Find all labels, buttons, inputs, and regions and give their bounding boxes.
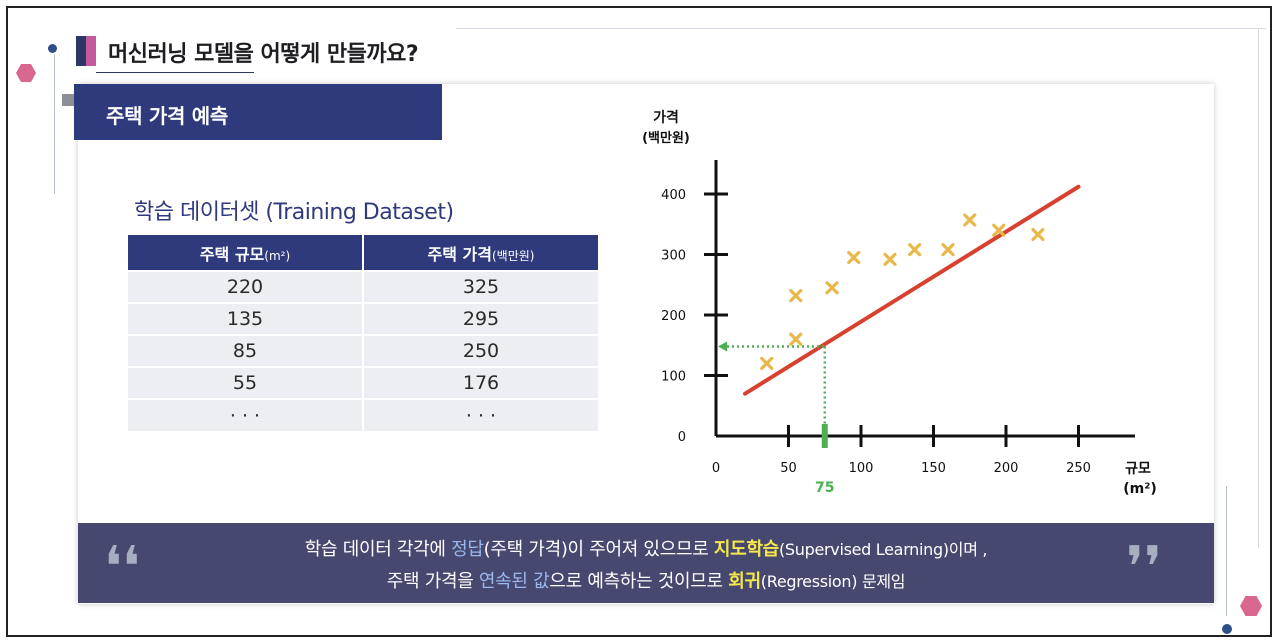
data-point [1031, 227, 1045, 242]
data-point [963, 213, 977, 227]
prediction-x-marker [821, 424, 828, 448]
table-row: · · · · · · [128, 398, 598, 431]
data-point [908, 243, 922, 257]
title-marker [76, 36, 96, 66]
decor-line-left [54, 54, 55, 194]
x-tick-label: 250 [1066, 461, 1091, 476]
y-tick-label: 0 [678, 430, 686, 445]
prediction-arrowhead [718, 341, 727, 352]
data-point [847, 250, 861, 265]
decor-dot [1222, 624, 1232, 634]
column-header-price: 주택 가격(백만원) [363, 235, 598, 271]
table-cell: 250 [363, 334, 598, 367]
table-row: 85 250 [128, 334, 598, 367]
column-header-size: 주택 규모(m²) [128, 235, 364, 271]
decor-dot [48, 44, 57, 53]
scatter-chart: 가격 (백만원) 규모 (m²) 0 100 200 300 400 0 50 100 150 2… [642, 109, 1157, 497]
data-point [992, 223, 1006, 237]
x-tick-label: 150 [921, 461, 946, 476]
table-cell: · · · [363, 398, 598, 431]
y-axis-label: 가격 [653, 109, 679, 126]
data-point [760, 356, 774, 370]
x-axis-unit: (m²) [1123, 481, 1157, 497]
x-tick-label: 50 [780, 461, 797, 476]
decor-line-top [456, 28, 1266, 29]
decor-hexagon [16, 64, 36, 82]
x-tick-label: 100 [849, 461, 874, 476]
prediction-x-label: 75 [815, 480, 834, 496]
table-cell: 220 [128, 270, 364, 303]
data-point [883, 252, 897, 266]
x-tick-label: 200 [994, 461, 1019, 476]
y-tick-label: 300 [661, 249, 686, 264]
quote-open-icon: ❛❛ [104, 535, 141, 600]
x-tick-label: 0 [712, 461, 720, 476]
table-cell: 55 [128, 366, 364, 399]
summary-line-1: 학습 데이터 각각에 정답(주택 가격)이 주어져 있으므로 지도학습(Supe… [304, 539, 988, 560]
data-point [789, 332, 803, 346]
quote-close-icon: ❜❜ [1126, 535, 1163, 600]
y-tick-label: 200 [661, 309, 686, 324]
table-cell: 176 [363, 366, 598, 399]
table-row: 135 295 [128, 302, 598, 335]
table-row: 220 325 [128, 270, 598, 303]
data-point [825, 281, 839, 295]
decor-line-corner [1226, 486, 1227, 616]
decor-hexagon [1240, 596, 1262, 616]
dataset-title: 학습 데이터셋 (Training Dataset) [134, 200, 454, 225]
section-title: 주택 가격 예측 [74, 84, 442, 140]
decor-line-right [1258, 28, 1259, 548]
title-underline [96, 72, 254, 73]
regression-line [743, 184, 1081, 396]
data-point [789, 289, 803, 303]
summary-line-2: 주택 가격을 연속된 값으로 예측하는 것이므로 회귀(Regression) … [386, 571, 906, 592]
table-cell: 135 [128, 302, 364, 335]
highlight-answer: 정답 [451, 539, 484, 560]
x-axis-label: 규모 [1125, 461, 1151, 477]
y-axis-unit: (백만원) [642, 130, 690, 146]
highlight-continuous: 연속된 값 [478, 571, 550, 592]
table-cell: 325 [363, 270, 598, 303]
page-title: 머신러닝 모델을 어떻게 만들까요? [108, 42, 419, 67]
table-row: 55 176 [128, 366, 598, 399]
y-tick-label: 100 [661, 370, 686, 385]
table-cell: 85 [128, 334, 364, 367]
y-tick-label: 400 [661, 188, 686, 203]
highlight-supervised: 지도학습 [713, 539, 779, 560]
table-cell: 295 [363, 302, 598, 335]
dataset-table: 주택 규모(m²) 주택 가격(백만원) 220 325 135 295 85 250… [128, 235, 598, 431]
highlight-regression: 회귀 [728, 571, 761, 592]
summary-banner [78, 523, 1214, 603]
table-cell: · · · [128, 398, 364, 431]
data-point [941, 243, 955, 257]
